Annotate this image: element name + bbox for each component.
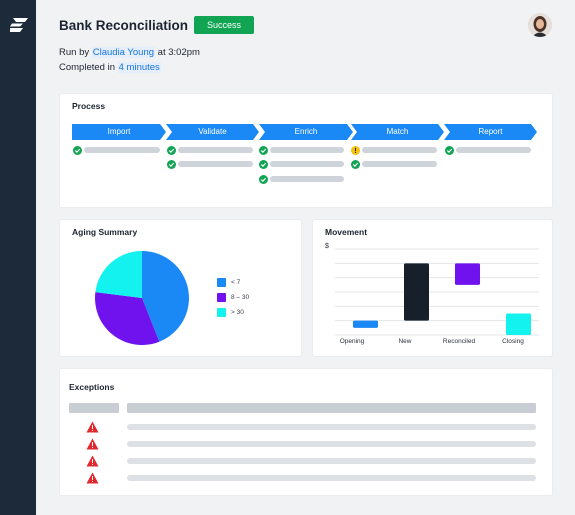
step-progress-bar	[84, 147, 160, 153]
error-warning-icon	[86, 421, 99, 433]
waterfall-bar-closing	[506, 313, 531, 335]
app-logo-icon[interactable]	[9, 17, 29, 33]
legend-label-lt7: < 7	[231, 279, 241, 286]
duration-value: 4 minutes	[117, 62, 161, 73]
stage-enrich[interactable]: Enrich	[259, 124, 353, 140]
step-progress-bar	[270, 161, 344, 167]
error-warning-icon	[86, 472, 99, 484]
waterfall-bar-reconciled	[455, 263, 480, 285]
success-check-icon	[351, 160, 360, 169]
error-warning-icon	[86, 455, 99, 467]
step-progress-bar	[178, 147, 253, 153]
success-check-icon	[167, 146, 176, 155]
x-label-closing: Closing	[502, 338, 524, 345]
legend-label-8-30: 8 – 30	[231, 294, 250, 301]
table-header-cell	[69, 403, 119, 413]
process-title: Process	[72, 101, 106, 111]
aging-summary-title: Aging Summary	[72, 227, 138, 237]
table-row[interactable]	[127, 475, 536, 481]
step-progress-bar	[362, 147, 437, 153]
step-progress-bar	[270, 147, 344, 153]
pie-slice-0	[142, 251, 190, 342]
step-progress-bar	[456, 147, 531, 153]
movement-card: Movement $ Opening New Reconciled Closin…	[313, 220, 552, 356]
aging-summary-card: Aging Summary < 7 8 – 30 > 30	[60, 220, 301, 356]
success-check-icon	[259, 175, 268, 184]
waterfall-bar-opening	[353, 320, 378, 328]
success-check-icon	[259, 160, 268, 169]
aging-pie-chart	[95, 251, 190, 345]
pie-slice-1	[95, 292, 160, 345]
x-label-new: New	[398, 338, 412, 345]
x-label-opening: Opening	[339, 338, 365, 345]
stage-import[interactable]: Import	[72, 124, 166, 140]
page-title: Bank Reconciliation	[59, 18, 189, 33]
main-content: Bank Reconciliation Success Run by Claud…	[36, 0, 575, 515]
stage-match[interactable]: Match	[351, 124, 444, 140]
run-by-text: Run by Claudia Young at 3:02pm	[59, 47, 200, 58]
legend-swatch-lt7	[217, 278, 226, 287]
x-label-reconciled: Reconciled	[442, 338, 476, 345]
sidebar	[0, 0, 36, 515]
legend-swatch-8-30	[217, 293, 226, 302]
warning-icon	[351, 146, 360, 155]
table-row[interactable]	[127, 424, 536, 430]
step-progress-bar	[178, 161, 253, 167]
movement-title: Movement	[325, 227, 368, 237]
y-axis-unit: $	[325, 243, 329, 250]
status-badge: Success	[194, 16, 254, 34]
success-check-icon	[167, 160, 176, 169]
success-check-icon	[259, 146, 268, 155]
success-check-icon	[445, 146, 454, 155]
table-header-cell	[127, 403, 536, 413]
step-progress-bar	[270, 176, 344, 182]
legend-swatch-gt30	[217, 308, 226, 317]
pie-slice-2	[95, 251, 142, 298]
table-row[interactable]	[127, 458, 536, 464]
exceptions-card: Exceptions	[60, 369, 552, 495]
avatar-image-icon	[528, 13, 552, 37]
exceptions-title: Exceptions	[69, 382, 115, 392]
stage-validate[interactable]: Validate	[166, 124, 259, 140]
completed-text: Completed in 4 minutes	[59, 62, 161, 73]
legend-label-gt30: > 30	[231, 309, 244, 316]
run-by-user-link[interactable]: Claudia Young	[91, 47, 156, 58]
user-avatar[interactable]	[528, 13, 552, 37]
success-check-icon	[73, 146, 82, 155]
stage-report[interactable]: Report	[444, 124, 537, 140]
step-progress-bar	[362, 161, 437, 167]
waterfall-bar-new	[404, 263, 429, 321]
table-row[interactable]	[127, 441, 536, 447]
movement-waterfall-chart	[335, 248, 539, 336]
error-warning-icon	[86, 438, 99, 450]
